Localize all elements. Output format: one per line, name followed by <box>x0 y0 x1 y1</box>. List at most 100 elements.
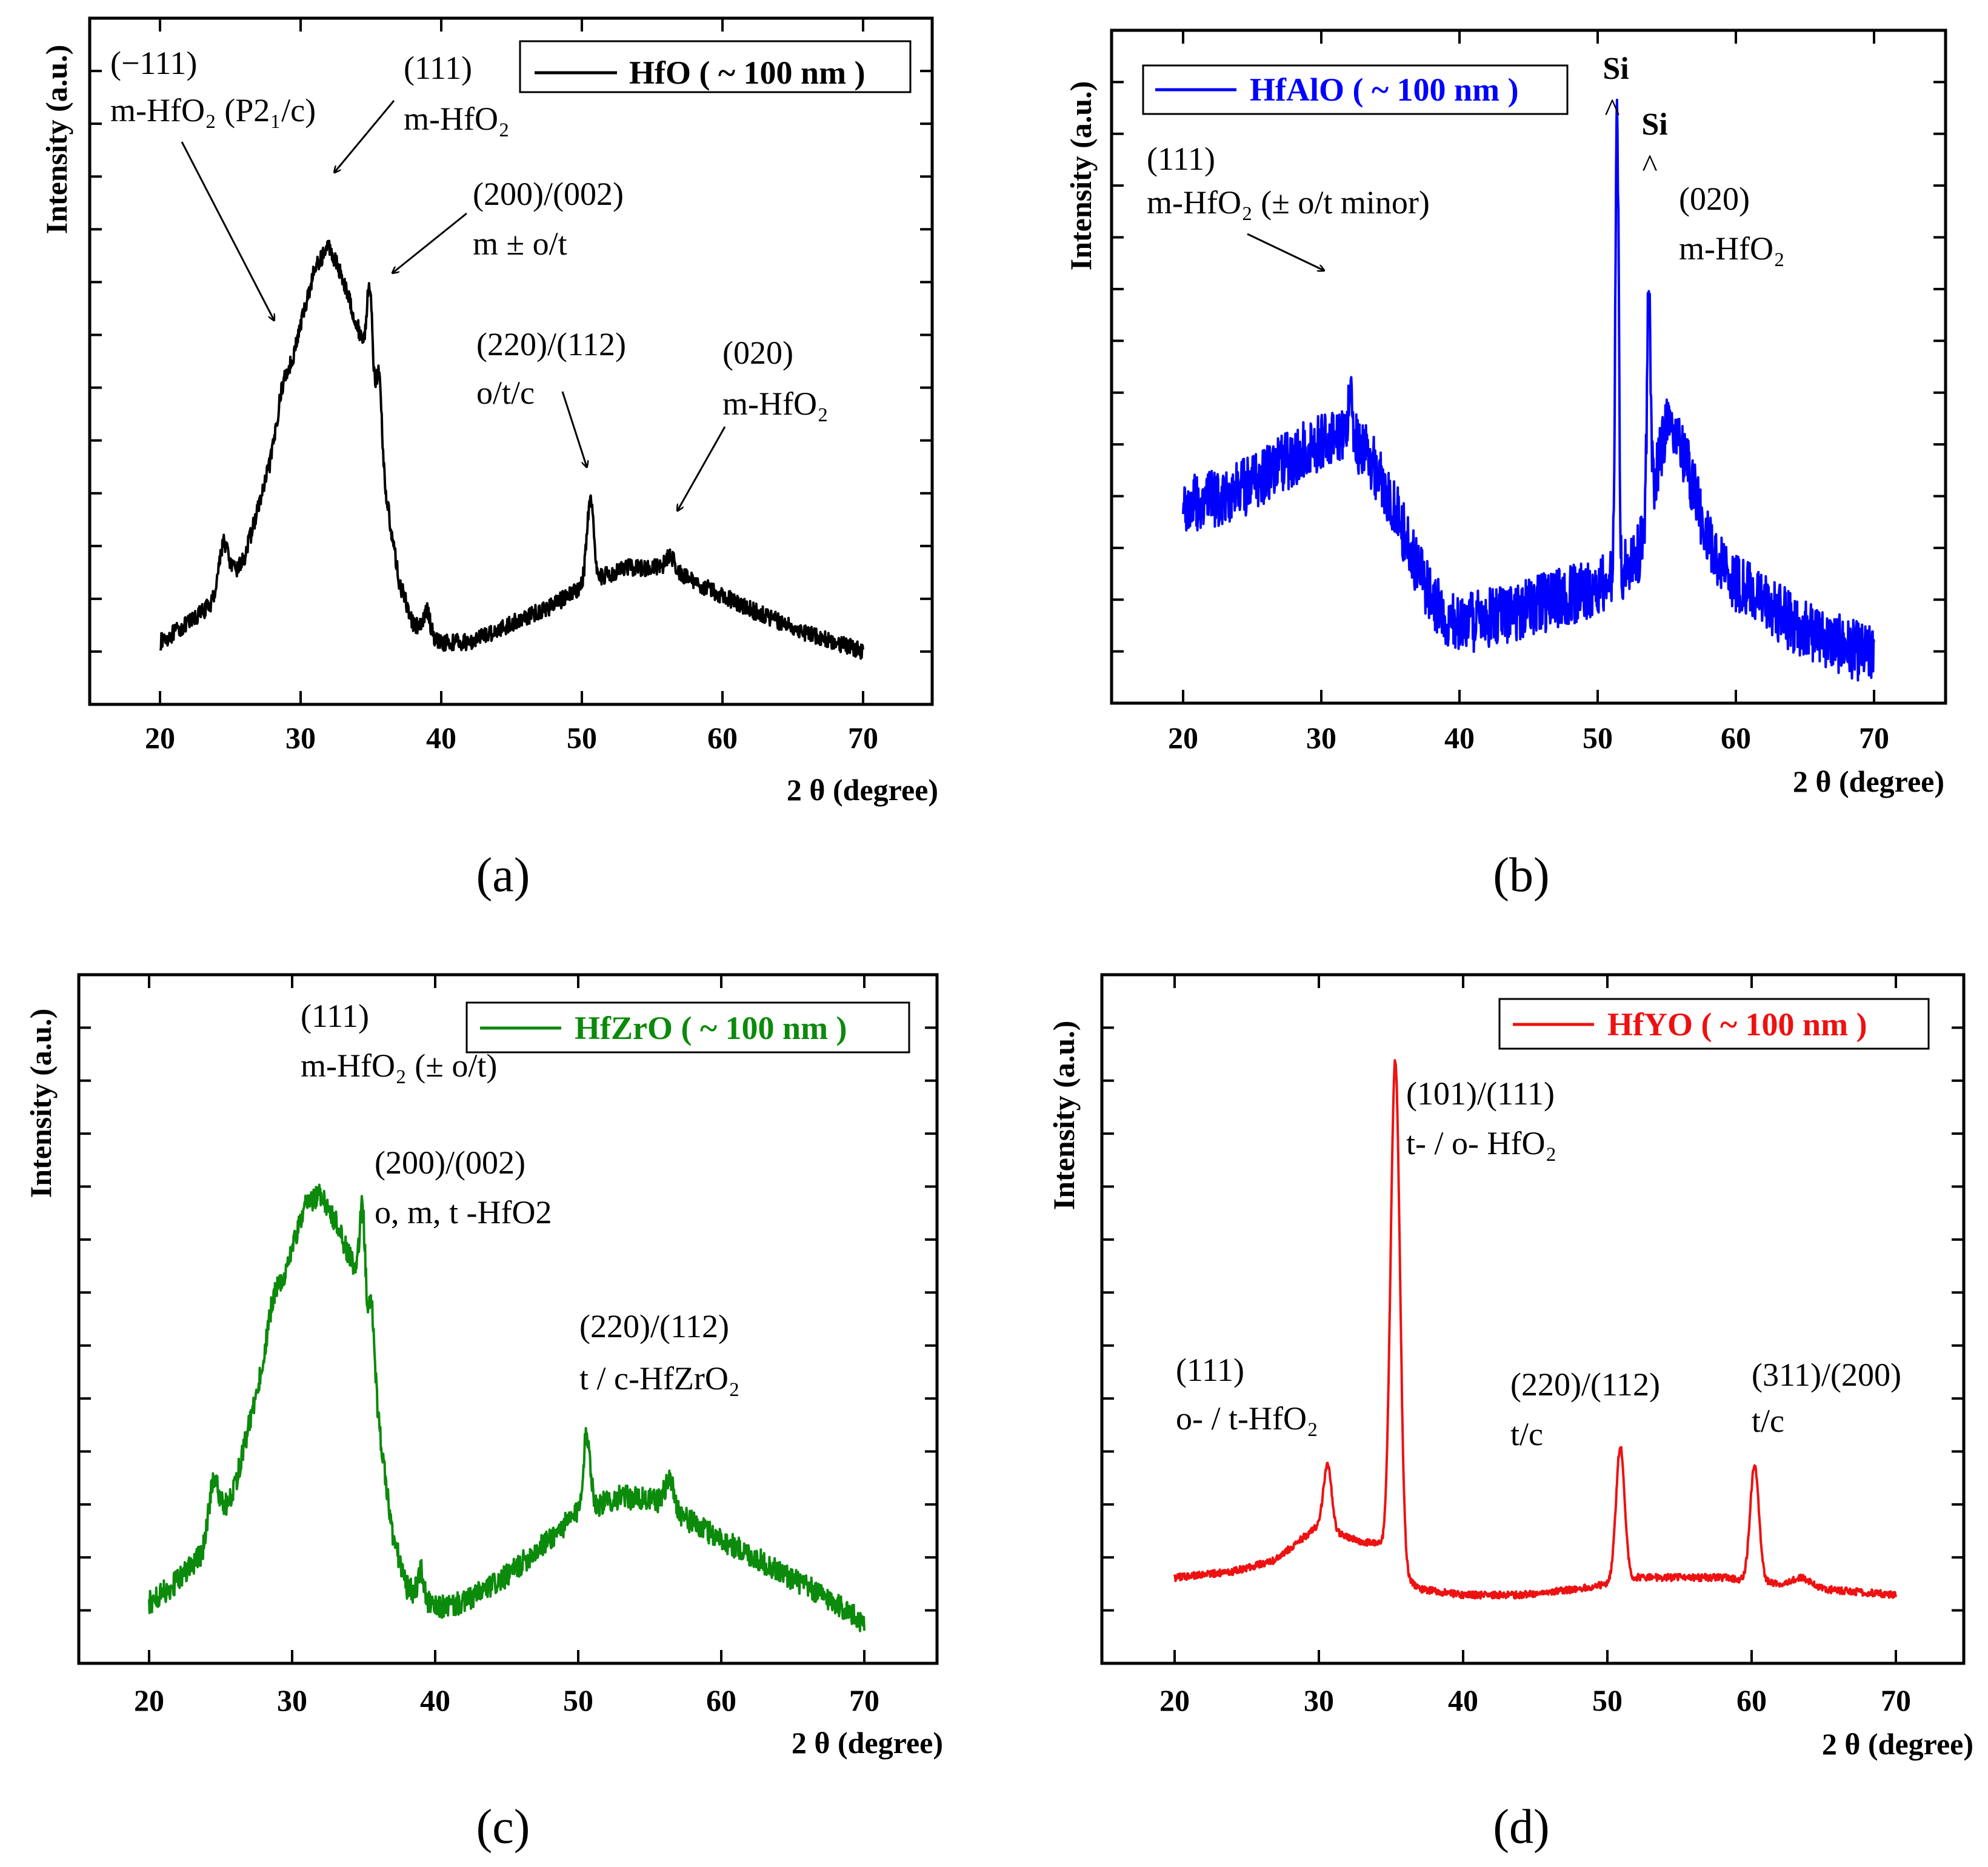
annotation-label: t / c-HfZrO₂ <box>579 1360 740 1397</box>
x-tick-label: 50 <box>1583 721 1613 755</box>
annotation-label: (200)/(002) <box>473 176 624 212</box>
x-tick-label: 20 <box>1168 721 1198 755</box>
x-tick-label: 50 <box>563 1683 593 1717</box>
ticks <box>1102 975 1964 1663</box>
x-tick-labels: 20 30 40 50 60 70 <box>1159 1683 1911 1717</box>
x-tick-label: 40 <box>1444 721 1475 755</box>
annotation-label: m-HfO₂ <box>1679 230 1785 267</box>
x-tick-label: 20 <box>145 721 175 755</box>
annotation-label: (020) <box>1679 181 1750 217</box>
ticks <box>1112 30 1946 703</box>
legend: HfAlO ( ~ 100 nm ) <box>1142 64 1569 115</box>
x-tick-label: 60 <box>707 721 738 755</box>
annotation-label: m ± o/t <box>473 225 567 262</box>
x-tick-label: 70 <box>1881 1683 1911 1717</box>
x-axis-title: 2 θ (degree) <box>792 1726 943 1760</box>
annotation-label: (111) <box>301 998 369 1034</box>
plot-frame <box>1110 28 1947 705</box>
x-tick-labels: 20 30 40 50 60 70 <box>145 721 878 755</box>
annotation-label: m-HfO₂ <box>722 386 829 422</box>
ticks <box>90 18 932 704</box>
annotation-label: (020) <box>722 335 793 371</box>
legend-box <box>519 40 912 93</box>
annotation-arrow <box>678 426 726 510</box>
annotation-label: (220)/(112) <box>476 326 626 362</box>
si-marker-caret: ^ <box>1642 148 1657 184</box>
annotation-label: t/c <box>1752 1403 1784 1439</box>
x-tick-label: 70 <box>849 1683 879 1717</box>
y-axis-title: Intensity (a.u.) <box>39 45 73 235</box>
legend-label: HfZrO ( ~ 100 nm ) <box>575 1010 847 1046</box>
annotations: (111) o- / t-HfO₂ (101)/(111) t- / o- Hf… <box>1176 1075 1901 1452</box>
annotation-label: (111) <box>404 50 472 86</box>
legend: HfYO ( ~ 100 nm ) <box>1498 998 1930 1050</box>
annotation-label: (111) <box>1176 1352 1244 1388</box>
si-marker-label: Si <box>1603 52 1629 86</box>
x-tick-label: 50 <box>1592 1683 1623 1717</box>
panel-label: (c) <box>476 1800 530 1854</box>
panel-label: (d) <box>1493 1800 1549 1854</box>
annotation-label: (101)/(111) <box>1406 1075 1555 1112</box>
x-tick-label: 40 <box>420 1683 450 1717</box>
series-line <box>159 239 864 660</box>
x-tick-label: 60 <box>706 1683 736 1717</box>
y-axis-title: Intensity (a.u.) <box>1047 1021 1081 1211</box>
x-axis-title: 2 θ (degree) <box>1822 1727 1973 1761</box>
annotation-arrow <box>1247 233 1324 270</box>
panel-label: (a) <box>476 849 530 902</box>
x-tick-label: 30 <box>277 1683 307 1717</box>
y-axis-title: Intensity (a.u.) <box>24 1009 58 1198</box>
y-axis-title: Intensity (a.u.) <box>1064 81 1098 271</box>
panel-d: 20 30 40 50 60 70 2 θ (degree) Intensity… <box>1047 973 1973 1854</box>
x-tick-label: 30 <box>1304 1683 1334 1717</box>
plot-frame <box>1100 973 1966 1665</box>
panel-label: (b) <box>1493 849 1549 902</box>
x-axis-title: 2 θ (degree) <box>1793 764 1944 798</box>
panel-a: 20 30 40 50 60 70 2 θ (degree) Intensity… <box>39 16 938 902</box>
x-tick-label: 20 <box>134 1683 164 1717</box>
si-marker-label: Si <box>1641 107 1667 142</box>
x-axis-title: 2 θ (degree) <box>787 773 938 807</box>
x-tick-label: 60 <box>1736 1683 1767 1717</box>
x-tick-label: 30 <box>285 721 316 755</box>
plot-frame <box>88 16 934 706</box>
legend-label: HfO ( ~ 100 nm ) <box>629 55 866 91</box>
x-tick-label: 60 <box>1721 721 1751 755</box>
panel-c: 20 30 40 50 60 70 2 θ (degree) Intensity… <box>24 973 943 1854</box>
annotation-label: m-HfO₂ (± o/t) <box>301 1047 497 1084</box>
annotation-label: m-HfO₂ (± o/t minor) <box>1147 184 1430 221</box>
legend-label: HfAlO ( ~ 100 nm ) <box>1250 72 1519 108</box>
x-tick-label: 20 <box>1159 1683 1190 1717</box>
annotations: (−111) m-HfO₂ (P2₁/c) (111) m-HfO₂ (200)… <box>110 45 829 510</box>
annotation-label: t/c <box>1510 1416 1543 1452</box>
annotation-arrow <box>561 391 587 467</box>
annotation-label: (311)/(200) <box>1752 1357 1901 1393</box>
annotations: (111) m-HfO₂ (± o/t minor) (020) m-HfO₂ … <box>1147 52 1785 270</box>
x-tick-label: 70 <box>1859 721 1889 755</box>
annotation-label: (220)/(112) <box>1510 1366 1660 1403</box>
legend: HfZrO ( ~ 100 nm ) <box>465 1001 910 1054</box>
x-tick-labels: 20 30 40 50 60 70 <box>134 1683 879 1717</box>
ticks <box>79 975 937 1663</box>
annotation-label: o, m, t -HfO2 <box>375 1194 552 1231</box>
x-tick-label: 40 <box>426 721 456 755</box>
annotation-label: m-HfO₂ <box>404 101 510 137</box>
plot-frame <box>77 973 939 1665</box>
annotation-label: (111) <box>1147 141 1215 177</box>
series-line <box>1173 1059 1897 1600</box>
annotation-arrow <box>335 100 395 172</box>
legend-label: HfYO ( ~ 100 nm ) <box>1607 1006 1867 1043</box>
annotation-label: o- / t-HfO₂ <box>1176 1400 1318 1437</box>
series-line <box>1182 98 1875 682</box>
panel-b: 20 30 40 50 60 70 2 θ (degree) Intensity… <box>1064 28 1947 902</box>
si-marker-caret: ^ <box>1604 92 1619 129</box>
annotation-arrow <box>181 141 274 320</box>
annotation-label: (200)/(002) <box>375 1144 525 1181</box>
annotation-label: t- / o- HfO₂ <box>1406 1125 1556 1161</box>
legend: HfO ( ~ 100 nm ) <box>519 40 912 93</box>
annotation-label: (220)/(112) <box>579 1308 729 1344</box>
x-tick-label: 70 <box>848 721 878 755</box>
x-tick-label: 40 <box>1448 1683 1478 1717</box>
annotation-arrow <box>393 212 467 273</box>
